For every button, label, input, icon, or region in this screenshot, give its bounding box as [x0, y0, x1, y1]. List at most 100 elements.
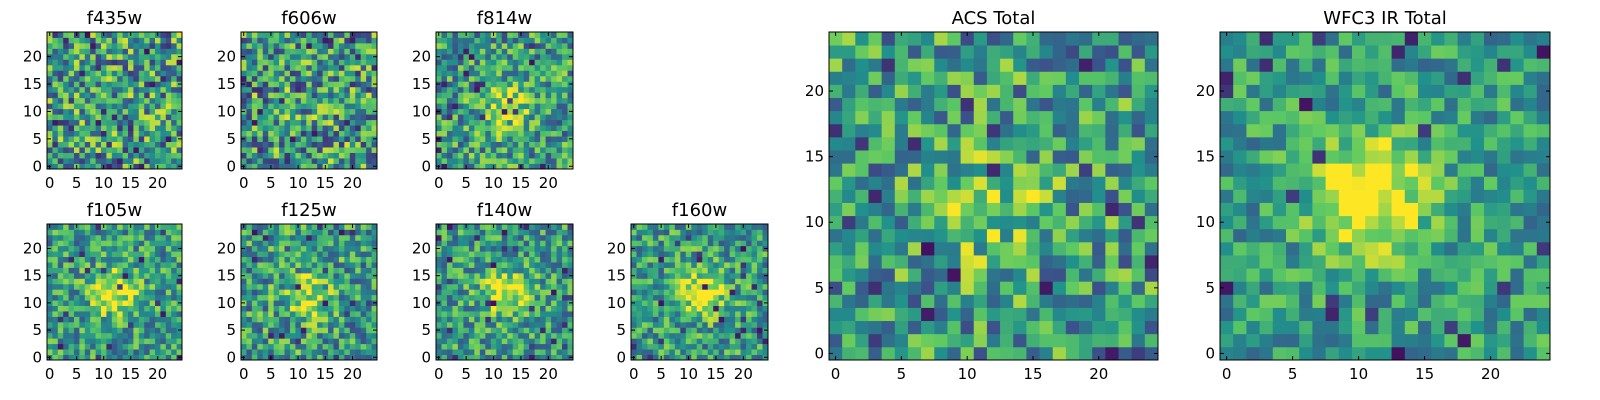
heatmap-cell — [117, 42, 123, 49]
heatmap-cell — [165, 97, 172, 104]
heatmap-cell — [713, 343, 720, 350]
heatmap-cell — [452, 240, 459, 247]
heatmap-cell — [485, 354, 492, 361]
heatmap-cell — [647, 251, 654, 258]
heatmap-cell — [333, 37, 340, 44]
heatmap-cell — [262, 262, 269, 268]
heatmap-cell — [251, 294, 258, 301]
heatmap-cell — [246, 59, 253, 66]
heatmap-cell — [663, 316, 670, 323]
heatmap-cell — [328, 283, 334, 290]
heatmap-cell — [344, 305, 351, 312]
heatmap-cell — [986, 333, 1001, 348]
heatmap-cell — [713, 262, 720, 268]
heatmap-cell — [68, 327, 75, 334]
heatmap-cell — [457, 147, 464, 153]
heatmap-cell — [338, 158, 345, 164]
heatmap-cell — [133, 267, 140, 274]
heatmap-cell — [273, 354, 280, 361]
heatmap-cell — [328, 130, 334, 137]
heatmap-cell — [441, 332, 448, 339]
heatmap-cell — [79, 234, 86, 241]
heatmap-cell — [138, 108, 145, 115]
heatmap-cell — [155, 338, 161, 345]
heatmap-cell — [273, 294, 280, 301]
heatmap-cell — [724, 256, 731, 263]
heatmap-cell — [90, 92, 96, 99]
heatmap-cell — [960, 202, 975, 217]
heatmap-cell — [1000, 307, 1014, 322]
heatmap-cell — [724, 234, 731, 241]
heatmap-cell — [171, 354, 177, 361]
heatmap-cell — [90, 158, 96, 164]
heatmap-cell — [284, 81, 291, 88]
heatmap-cell — [322, 283, 329, 290]
heatmap-cell — [507, 119, 514, 126]
heatmap-cell — [468, 108, 475, 115]
heatmap-cell — [279, 125, 285, 132]
heatmap-cell — [746, 349, 752, 355]
heatmap-cell — [165, 305, 172, 312]
heatmap-cell — [111, 354, 118, 361]
heatmap-cell — [155, 229, 161, 236]
heatmap-cell — [268, 119, 275, 126]
heatmap-cell — [490, 70, 497, 77]
heatmap-cell — [144, 163, 150, 170]
heatmap-cell — [355, 267, 362, 274]
heatmap-cell — [556, 64, 563, 71]
heatmap-cell — [128, 278, 134, 285]
heatmap-cell — [268, 343, 275, 350]
heatmap-cell — [68, 92, 75, 99]
heatmap-cell — [371, 64, 378, 71]
heatmap-cell — [160, 343, 167, 350]
heatmap-cell — [529, 141, 536, 148]
heatmap-cell — [155, 256, 161, 263]
heatmap-cell — [344, 141, 351, 148]
heatmap-cell — [636, 278, 643, 285]
heatmap-cell — [685, 305, 692, 312]
heatmap-cell — [79, 86, 86, 93]
heatmap-cell — [501, 224, 508, 230]
heatmap-cell — [496, 59, 503, 66]
heatmap-cell — [556, 75, 563, 82]
heatmap-cell — [295, 48, 302, 55]
heatmap-cell — [735, 262, 741, 268]
heatmap-cell — [171, 125, 177, 132]
heatmap-cell — [171, 136, 177, 142]
heatmap-cell — [636, 262, 643, 268]
heatmap-cell — [986, 294, 1001, 308]
heatmap-cell — [529, 136, 536, 142]
heatmap-cell — [512, 251, 519, 258]
heatmap-cell — [355, 262, 362, 268]
heatmap-cell — [496, 119, 503, 126]
heatmap-cell — [529, 32, 536, 38]
heatmap-cell — [452, 92, 459, 99]
heatmap-cell — [545, 229, 552, 236]
heatmap-cell — [111, 283, 118, 290]
heatmap-cell — [106, 256, 113, 263]
heatmap-cell — [311, 234, 318, 241]
heatmap-cell — [641, 289, 648, 296]
heatmap-cell — [371, 32, 378, 38]
heatmap-cell — [658, 311, 665, 317]
heatmap-cell — [446, 294, 453, 301]
heatmap-cell — [986, 163, 1001, 177]
panel-title: f160w — [672, 200, 727, 221]
heatmap-cell — [518, 37, 525, 44]
heatmap-cell — [973, 255, 988, 269]
heatmap-cell — [463, 338, 470, 345]
heatmap-cell — [496, 114, 503, 121]
heatmap-cell — [95, 327, 102, 334]
heatmap-cell — [317, 37, 323, 44]
heatmap-cell — [257, 136, 264, 142]
heatmap-cell — [160, 141, 167, 148]
heatmap-cell — [355, 130, 362, 137]
heatmap-cell — [171, 267, 177, 274]
heatmap-cell — [246, 130, 253, 137]
heatmap-cell — [74, 114, 80, 121]
heatmap-cell — [762, 343, 769, 350]
heatmap-cell — [171, 119, 177, 126]
heatmap-cell — [507, 289, 514, 296]
heatmap-cell — [268, 256, 275, 263]
heatmap-cell — [507, 338, 514, 345]
